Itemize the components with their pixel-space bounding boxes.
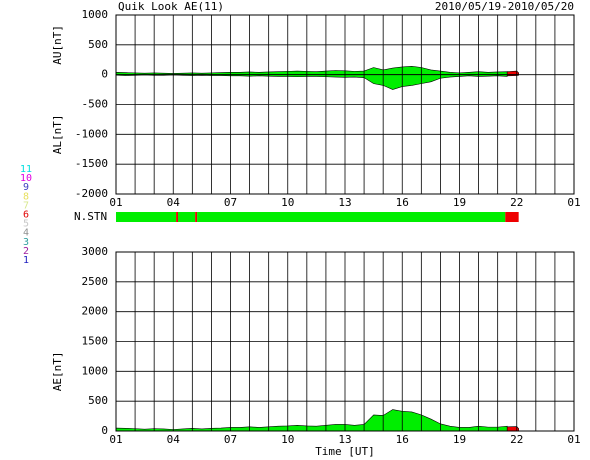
y-tick-label: 1500 <box>82 335 109 348</box>
y-tick-label: -1500 <box>75 157 108 170</box>
x-tick-label: 01 <box>567 433 580 446</box>
station-number: 11 <box>20 164 32 175</box>
x-tick-label: 19 <box>453 433 466 446</box>
station-segment <box>195 212 198 222</box>
chart-subtitle: 2010/05/19-2010/05/20 <box>435 0 574 13</box>
x-tick-label: 10 <box>281 433 294 446</box>
y-tick-label: 3000 <box>82 245 109 258</box>
station-number: 4 <box>23 228 29 239</box>
station-number: 3 <box>23 237 29 248</box>
x-tick-label: 16 <box>396 433 409 446</box>
station-number: 1 <box>23 255 29 266</box>
x-tick-label: 13 <box>338 433 351 446</box>
station-segment <box>197 212 506 222</box>
y-tick-label: -500 <box>82 98 109 111</box>
station-number: 6 <box>23 210 29 221</box>
station-number: 10 <box>20 173 32 184</box>
y-tick-label: -1000 <box>75 127 108 140</box>
station-number: 8 <box>23 191 29 202</box>
y-tick-label: 0 <box>101 68 108 81</box>
station-number: 5 <box>23 219 29 230</box>
station-segment <box>116 212 177 222</box>
y-axis-label: AU[nT] <box>51 25 64 65</box>
y-tick-label: 1000 <box>82 8 109 21</box>
x-tick-label: 04 <box>167 433 181 446</box>
station-segment <box>178 212 196 222</box>
station-number: 7 <box>23 200 29 211</box>
station-number: 9 <box>23 182 29 193</box>
y-axis-label: AL[nT] <box>51 114 64 154</box>
area-trace <box>115 409 508 432</box>
x-tick-label: 07 <box>224 433 237 446</box>
y-tick-label: 0 <box>101 424 108 437</box>
plot-frame <box>115 251 575 432</box>
y-tick-label: -2000 <box>75 187 108 200</box>
x-tick-label: 01 <box>567 196 580 209</box>
x-tick-label: 22 <box>510 433 523 446</box>
x-tick-label: 22 <box>510 196 523 209</box>
x-tick-label: 04 <box>167 196 181 209</box>
x-axis-label: Time [UT] <box>315 445 375 458</box>
station-segment <box>176 212 179 222</box>
y-tick-label: 2500 <box>82 275 109 288</box>
x-tick-label: 01 <box>109 433 122 446</box>
x-tick-label: 10 <box>281 196 294 209</box>
x-tick-label: 19 <box>453 196 466 209</box>
station-segment <box>505 212 519 222</box>
area-trace <box>115 66 508 75</box>
y-tick-label: 1000 <box>82 364 109 377</box>
station-label: N.STN <box>74 210 107 223</box>
chart-title: Quik Look AE(11) <box>118 0 224 13</box>
y-tick-label: 500 <box>88 38 108 51</box>
x-tick-label: 01 <box>109 196 122 209</box>
plot-frame <box>115 14 575 195</box>
x-tick-label: 07 <box>224 196 237 209</box>
y-tick-label: 500 <box>88 394 108 407</box>
x-tick-label: 16 <box>396 196 409 209</box>
station-number: 2 <box>23 246 29 257</box>
y-axis-label: AE[nT] <box>51 351 64 391</box>
y-tick-label: 2000 <box>82 305 109 318</box>
x-tick-label: 13 <box>338 196 351 209</box>
